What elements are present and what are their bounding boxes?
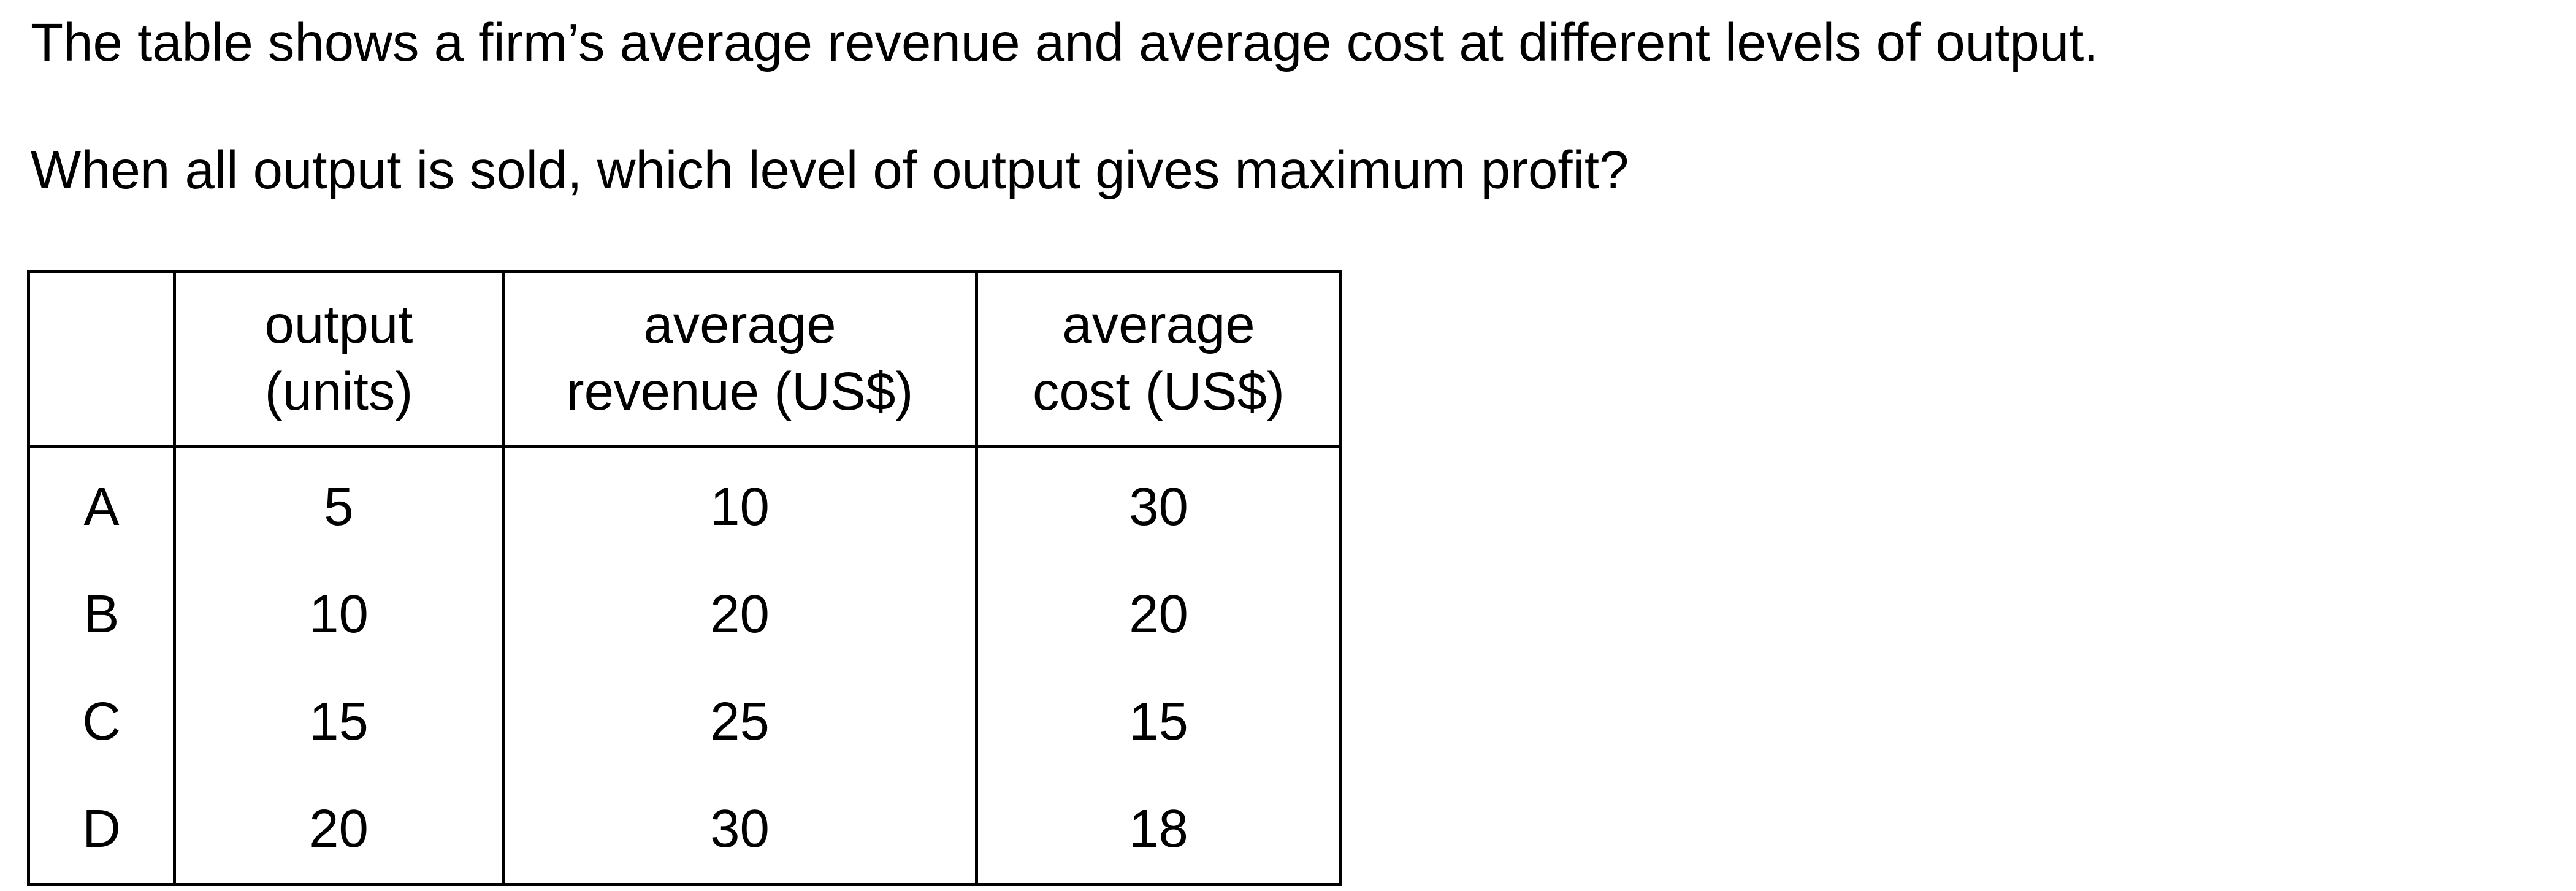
header-revenue-line1: average	[643, 295, 836, 355]
output-cell: 15	[173, 668, 505, 776]
header-row: output (units) average revenue (US$) ave…	[27, 270, 1342, 448]
question-text: When all output is sold, which level of …	[31, 140, 1629, 200]
average-revenue-cell: 20	[502, 561, 978, 668]
header-average-revenue: average revenue (US$)	[502, 270, 978, 448]
header-revenue-line2: revenue (US$)	[566, 362, 914, 421]
average-cost-cell: 20	[975, 561, 1342, 668]
table-row: C 15 25 15	[27, 668, 1342, 776]
header-average-cost: average cost (US$)	[975, 270, 1342, 448]
average-revenue-cell: 30	[502, 776, 978, 886]
header-output-line1: output	[264, 295, 413, 355]
option-label: A	[27, 446, 176, 561]
option-label: D	[27, 776, 176, 886]
table-row: D 20 30 18	[27, 776, 1342, 886]
header-output: output (units)	[173, 270, 505, 448]
header-cost-line1: average	[1062, 295, 1255, 355]
intro-text: The table shows a firm’s average revenue…	[31, 13, 2099, 72]
table-row: B 10 20 20	[27, 561, 1342, 668]
option-label: B	[27, 561, 176, 668]
average-revenue-cell: 10	[502, 446, 978, 561]
header-output-line2: (units)	[264, 362, 413, 421]
output-cell: 20	[173, 776, 505, 886]
average-cost-cell: 18	[975, 776, 1342, 886]
table-row: A 5 10 30	[27, 446, 1342, 561]
header-cost-line2: cost (US$)	[1033, 362, 1285, 421]
average-revenue-cell: 25	[502, 668, 978, 776]
option-label: C	[27, 668, 176, 776]
average-cost-cell: 15	[975, 668, 1342, 776]
output-cell: 10	[173, 561, 505, 668]
header-option	[27, 270, 176, 448]
average-cost-cell: 30	[975, 446, 1342, 561]
output-cell: 5	[173, 446, 505, 561]
output-table: output (units) average revenue (US$) ave…	[27, 270, 1342, 886]
